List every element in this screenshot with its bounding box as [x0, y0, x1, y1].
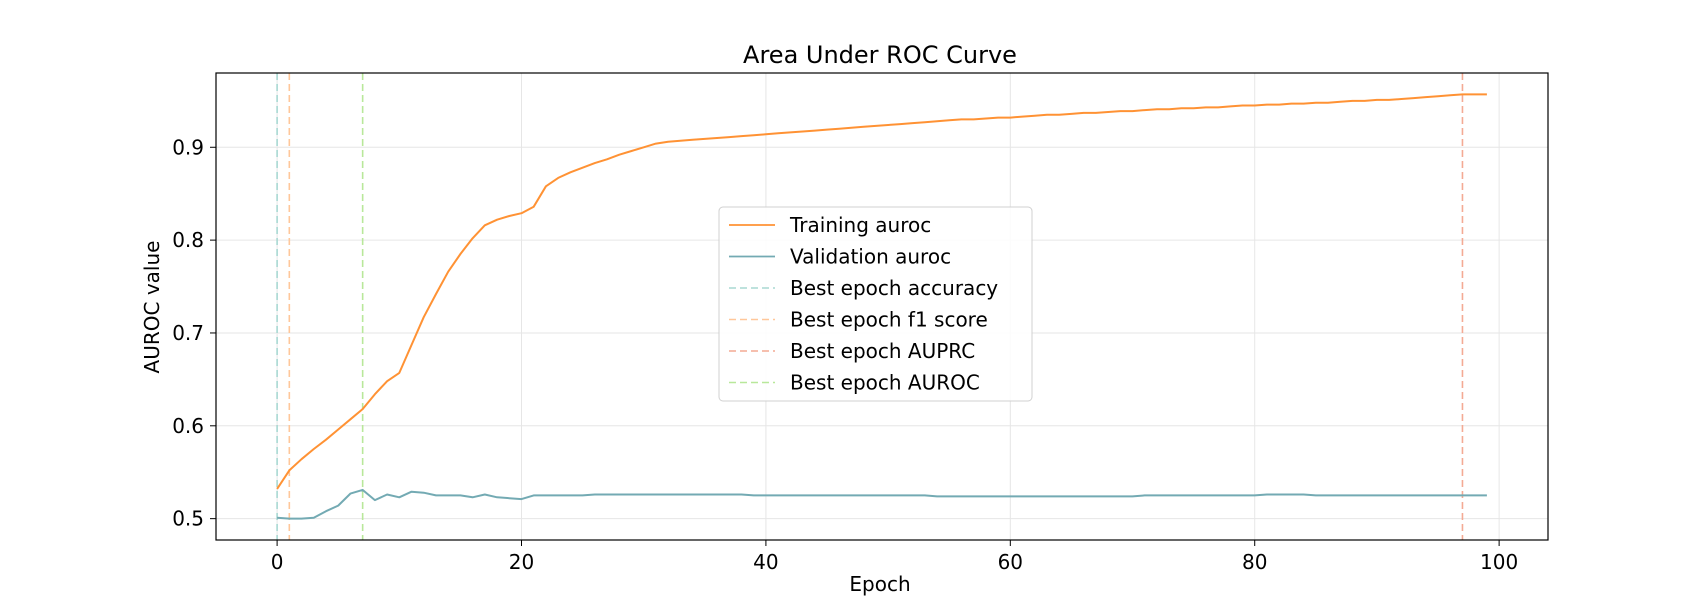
series-lines	[276, 93, 1487, 520]
x-axis-label: Epoch	[849, 572, 910, 596]
legend-label-training-auroc: Training auroc	[789, 213, 931, 237]
series-line-training-auroc	[276, 93, 1487, 490]
chart-title: Area Under ROC Curve	[743, 41, 1017, 69]
y-tick-label: 0.5	[172, 507, 204, 531]
legend: Training auroc Validation auroc Best epoch…	[718, 206, 1033, 402]
legend-label-best-epoch-f1-score: Best epoch f1 score	[790, 308, 988, 332]
x-tick-label: 20	[509, 550, 534, 574]
best-epoch-lines	[276, 73, 1464, 540]
x-tick-label: 0	[271, 550, 284, 574]
series-line-validation-auroc	[277, 488, 1487, 520]
y-axis-label: AUROC value	[140, 241, 164, 374]
legend-label-best-epoch-auroc: Best epoch AUROC	[790, 371, 980, 395]
x-tick-label: 60	[998, 550, 1023, 574]
y-tick-label: 0.6	[172, 414, 204, 438]
legend-label-best-epoch-accuracy: Best epoch accuracy	[790, 276, 998, 300]
y-tick-label: 0.9	[172, 135, 204, 159]
plot-frame	[215, 72, 1549, 541]
legend-label-best-epoch-auprc: Best epoch AUPRC	[790, 339, 975, 363]
x-tick-label: 100	[1480, 550, 1518, 574]
y-tick-label: 0.7	[172, 321, 204, 345]
x-tick-label: 40	[753, 550, 778, 574]
y-tick-label: 0.8	[172, 228, 204, 252]
legend-box	[718, 206, 1033, 402]
legend-label-validation-auroc: Validation auroc	[790, 245, 951, 269]
axis-ticks: 0 20 40 60 80 100 0.5 0.6 0.7 0.8 0.9	[172, 135, 1518, 574]
x-tick-label: 80	[1242, 550, 1267, 574]
